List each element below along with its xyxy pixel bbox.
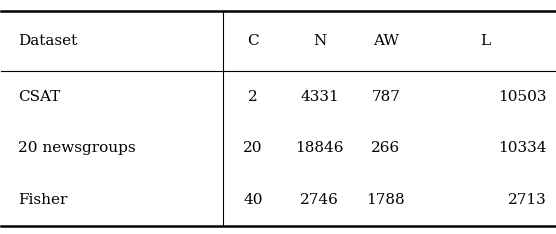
Text: N: N: [313, 34, 326, 48]
Text: Fisher: Fisher: [18, 193, 67, 207]
Text: 20 newsgroups: 20 newsgroups: [18, 141, 136, 155]
Text: C: C: [247, 34, 259, 48]
Text: 10503: 10503: [498, 90, 547, 104]
Text: 40: 40: [244, 193, 263, 207]
Text: 4331: 4331: [300, 90, 339, 104]
Text: L: L: [480, 34, 490, 48]
Text: 2: 2: [248, 90, 258, 104]
Text: CSAT: CSAT: [18, 90, 60, 104]
Text: 1788: 1788: [366, 193, 405, 207]
Text: 20: 20: [244, 141, 263, 155]
Text: 2713: 2713: [508, 193, 547, 207]
Text: 266: 266: [371, 141, 400, 155]
Text: 10334: 10334: [498, 141, 547, 155]
Text: AW: AW: [373, 34, 399, 48]
Text: 2746: 2746: [300, 193, 339, 207]
Text: Dataset: Dataset: [18, 34, 77, 48]
Text: 18846: 18846: [295, 141, 344, 155]
Text: 787: 787: [371, 90, 400, 104]
